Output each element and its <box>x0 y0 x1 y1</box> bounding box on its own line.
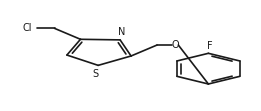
Text: S: S <box>92 69 99 79</box>
Text: F: F <box>207 41 212 51</box>
Text: N: N <box>118 27 125 37</box>
Text: Cl: Cl <box>23 23 32 33</box>
Text: O: O <box>171 40 179 50</box>
